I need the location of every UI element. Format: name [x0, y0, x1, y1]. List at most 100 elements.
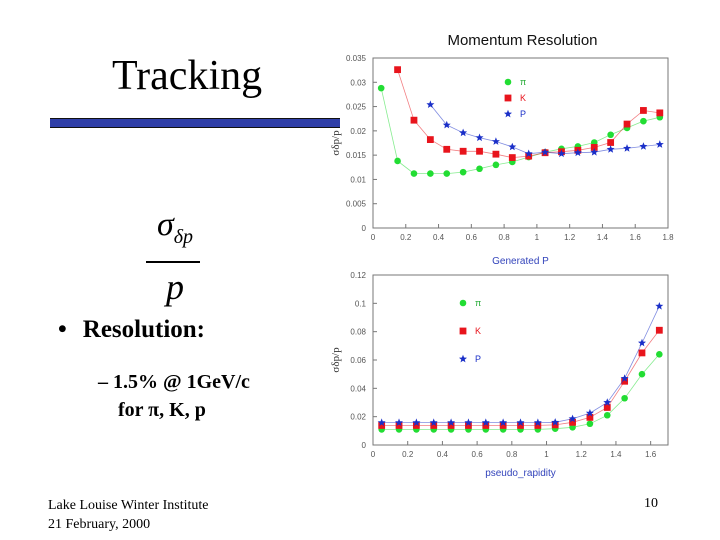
- sub-bullet-line1: – 1.5% @ 1GeV/c: [98, 371, 250, 393]
- bullet-resolution: • Resolution:: [58, 316, 205, 344]
- data-point-K-square: [508, 154, 516, 161]
- data-point-π-circle: [459, 168, 467, 176]
- data-point-P-star: [585, 408, 594, 417]
- footer-date: 21 February, 2000: [48, 517, 151, 532]
- x-tick-label: 0.4: [433, 233, 445, 242]
- data-point-P-star: [524, 149, 533, 158]
- data-point-K-square: [517, 422, 524, 429]
- data-point-P-star: [459, 354, 467, 363]
- y-tick-label: 0: [362, 441, 367, 450]
- data-point-K-square: [395, 422, 403, 429]
- data-point-K-square: [492, 150, 500, 158]
- y-tick-label: 0.02: [350, 413, 366, 422]
- y-tick-label: 0.1: [355, 299, 367, 308]
- data-point-P-star: [551, 418, 560, 426]
- data-point-K-square: [551, 421, 559, 429]
- data-point-P-star: [481, 418, 490, 426]
- x-tick-label: 0.6: [472, 450, 484, 459]
- footer-event: Lake Louise Winter Institute: [48, 498, 209, 513]
- formula-denominator: p: [166, 266, 184, 307]
- formula-subscript: δp: [173, 225, 194, 248]
- data-point-π-circle: [504, 78, 512, 86]
- data-point-K-square: [459, 327, 467, 335]
- x-tick-label: 0: [371, 450, 376, 459]
- data-point-π-circle: [443, 170, 451, 177]
- data-point-P-star: [516, 418, 525, 426]
- data-point-P-star: [508, 142, 517, 151]
- data-point-K-square: [586, 413, 594, 421]
- chart-1: Momentum Resolution 0 0.005 0.01 0.015 0.02 0.…: [330, 32, 674, 267]
- data-point-K-square: [504, 94, 512, 102]
- data-point-P-star: [533, 418, 542, 426]
- data-point-P-star: [568, 414, 577, 423]
- legend-item-P: P: [459, 354, 481, 364]
- x-tick-label: 0.2: [402, 450, 414, 459]
- data-point-P-star: [504, 109, 512, 118]
- y-axis-label: σδp/p: [330, 130, 342, 156]
- legend-item-K: K: [504, 93, 526, 103]
- data-point-π-circle: [476, 165, 483, 173]
- formula-fraction-line: [146, 260, 200, 263]
- data-point-K-square: [534, 422, 542, 429]
- resolution-formula: σδp p: [140, 205, 210, 305]
- chart-title: Momentum Resolution: [447, 32, 597, 49]
- data-point-P-star: [620, 374, 629, 382]
- data-point-K-square: [603, 404, 611, 411]
- legend-label: P: [520, 109, 526, 119]
- data-point-K-square: [443, 145, 451, 153]
- legend-item-K: K: [459, 326, 481, 336]
- data-point-K-square: [590, 143, 598, 151]
- plot-frame: [372, 57, 669, 229]
- data-point-P-star: [377, 418, 386, 426]
- series-P: [426, 100, 664, 158]
- data-point-K-square: [394, 66, 401, 74]
- data-point-P-star: [412, 418, 421, 426]
- data-point-π-circle: [640, 117, 647, 125]
- data-point-P-star: [623, 144, 631, 152]
- data-point-π-circle: [394, 157, 401, 165]
- data-point-π-circle: [459, 299, 467, 307]
- x-tick-label: 1: [544, 450, 549, 459]
- x-tick-label: 1.4: [610, 450, 622, 459]
- x-axis-label: Generated P: [492, 256, 549, 267]
- slide-title: Tracking: [112, 53, 263, 99]
- x-tick-label: 0.6: [466, 233, 478, 242]
- data-point-K-square: [640, 107, 647, 114]
- data-point-π-circle: [586, 420, 594, 428]
- legend-label: K: [520, 93, 526, 103]
- x-tick-label: 1.8: [662, 233, 674, 242]
- data-point-K-square: [426, 136, 434, 143]
- x-tick-label: 1.4: [597, 233, 609, 242]
- legend-label: K: [475, 326, 481, 336]
- x-tick-label: 0.8: [506, 450, 518, 459]
- title-underline-bar: [50, 118, 340, 128]
- data-point-π-circle: [607, 131, 614, 139]
- legend-item-π: π: [504, 77, 526, 87]
- x-tick-label: 1.6: [645, 450, 657, 459]
- data-point-K-square: [476, 147, 483, 155]
- legend-item-π: π: [459, 298, 481, 308]
- y-tick-label: 0.08: [350, 328, 366, 337]
- x-tick-label: 0.8: [499, 233, 511, 242]
- data-point-π-circle: [492, 161, 500, 169]
- data-point-P-star: [606, 145, 615, 153]
- data-point-P-star: [655, 140, 664, 148]
- y-tick-label: 0.03: [350, 78, 366, 87]
- data-point-K-square: [465, 422, 472, 429]
- data-point-K-square: [378, 422, 386, 429]
- data-point-π-circle: [621, 394, 628, 402]
- legend-label: π: [520, 77, 526, 87]
- data-point-P-star: [491, 137, 500, 145]
- data-point-P-star: [655, 302, 664, 310]
- x-axis-label: pseudo_rapidity: [485, 468, 556, 479]
- data-point-K-square: [447, 422, 455, 429]
- plot-frame: [372, 274, 669, 446]
- x-tick-label: 0: [371, 233, 376, 242]
- formula-numerator: σδp: [140, 205, 210, 257]
- data-point-π-circle: [427, 170, 434, 177]
- data-point-K-square: [482, 422, 490, 429]
- y-tick-label: 0.02: [350, 127, 366, 136]
- data-point-π-circle: [410, 170, 418, 177]
- sub-bullet: – 1.5% @ 1GeV/c for π, K, p: [98, 368, 250, 424]
